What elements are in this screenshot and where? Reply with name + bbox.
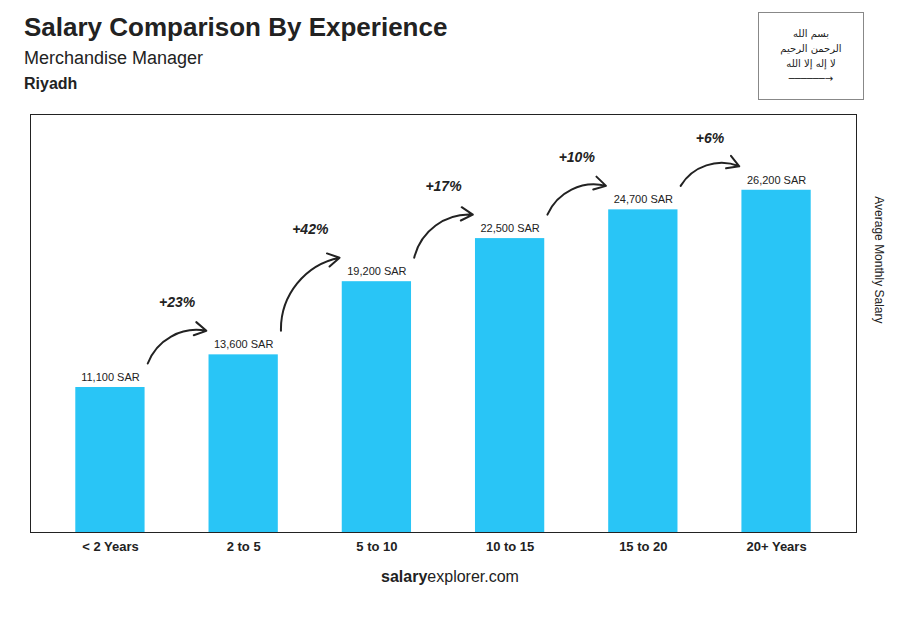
svg-text:+6%: +6%: [696, 129, 725, 145]
svg-text:10 to 15: 10 to 15: [486, 538, 534, 553]
svg-text:13,600 SAR: 13,600 SAR: [214, 338, 273, 350]
svg-text:22,500 SAR: 22,500 SAR: [480, 222, 539, 234]
html-text:Riyadh: Riyadh: [24, 74, 78, 92]
svg-text:+23%: +23%: [159, 294, 196, 310]
html-text:لا إله إلا الله: لا إله إلا الله: [786, 58, 836, 69]
html-text:salary explorer.com: salary explorer.com: [381, 567, 519, 585]
html-text:Salary Comparison By Experienc: Salary Comparison By Experience: [24, 12, 448, 42]
svg-text:2 to 5: 2 to 5: [227, 538, 261, 553]
html-text:Merchandise Manager: Merchandise Manager: [24, 48, 204, 69]
svg-text:+10%: +10%: [559, 149, 596, 165]
svg-text:24,700 SAR: 24,700 SAR: [614, 193, 673, 205]
svg-text:19,200 SAR: 19,200 SAR: [347, 265, 406, 277]
svg-text:Average Monthly Salary: Average Monthly Salary: [872, 196, 886, 323]
svg-text:+42%: +42%: [292, 221, 329, 237]
svg-text:< 2 Years: < 2 Years: [82, 538, 139, 553]
html-text:الرحمن الرحيم: الرحمن الرحيم: [780, 43, 842, 54]
svg-text:5 to 10: 5 to 10: [356, 538, 397, 553]
svg-text:15 to 20: 15 to 20: [619, 538, 667, 553]
svg-text:11,100 SAR: 11,100 SAR: [81, 371, 140, 383]
svg-text:20+ Years: 20+ Years: [746, 538, 806, 553]
svg-text:+17%: +17%: [425, 178, 462, 194]
html-text:بسم الله: بسم الله: [793, 28, 829, 39]
svg-text:26,200 SAR: 26,200 SAR: [747, 173, 806, 185]
